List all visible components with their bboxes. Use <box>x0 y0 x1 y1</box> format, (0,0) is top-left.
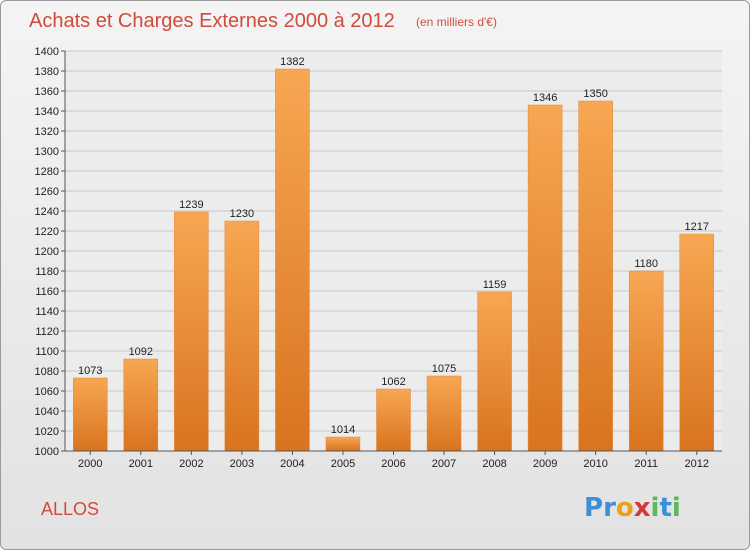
bar-2011 <box>628 270 664 452</box>
y-tick-label: 1180 <box>35 266 59 278</box>
value-label-2008: 1159 <box>483 279 507 291</box>
x-tick-label-2011: 2011 <box>634 458 658 470</box>
bars <box>73 68 714 452</box>
bar-2004 <box>275 68 310 452</box>
x-tick-label-2012: 2012 <box>684 458 708 470</box>
y-tick-label: 1100 <box>35 346 59 358</box>
bar-2012 <box>679 233 714 452</box>
y-tick-label: 1060 <box>35 386 59 398</box>
x-tick-label-2001: 2001 <box>129 458 153 470</box>
bar-2000 <box>73 377 108 452</box>
x-tick-label-2004: 2004 <box>280 458 304 470</box>
value-label-2007: 1075 <box>432 363 456 375</box>
x-tick-label-2000: 2000 <box>78 458 102 470</box>
bar-2007 <box>426 375 462 452</box>
logo-letter: t <box>659 493 671 523</box>
x-tick-label-2006: 2006 <box>381 458 405 470</box>
value-label-2001: 1092 <box>129 346 153 358</box>
y-tick-label: 1120 <box>35 326 59 338</box>
chart-subtitle: (en milliers d'€) <box>416 15 497 29</box>
value-label-2005: 1014 <box>331 424 355 436</box>
value-label-2002: 1239 <box>179 199 203 211</box>
y-tick-label: 1380 <box>35 66 59 78</box>
chart-title: Achats et Charges Externes 2000 à 2012 <box>29 10 395 32</box>
y-axis-ticks: 1000 1020 1040 1060 1080 1100 1120 1140 1160 1180… <box>35 46 65 458</box>
bar-2002 <box>174 211 209 452</box>
logo-letter: o <box>616 493 634 523</box>
value-labels: 1073 1092 1239 1230 1382 1014 1062 1075 1159 1346… <box>78 56 709 436</box>
y-tick-label: 1040 <box>35 406 59 418</box>
x-axis-labels: 2000 2001 2002 2003 2004 2005 2006 2007 2008 2009… <box>78 451 709 470</box>
y-tick-label: 1300 <box>35 146 59 158</box>
x-tick-label-2003: 2003 <box>230 458 254 470</box>
bar-2005 <box>325 436 361 452</box>
x-tick-label-2008: 2008 <box>482 458 506 470</box>
value-label-2010: 1350 <box>583 88 607 100</box>
y-tick-label: 1340 <box>35 106 59 118</box>
logo-letter: i <box>651 493 660 523</box>
y-tick-label: 1280 <box>35 166 59 178</box>
value-label-2004: 1382 <box>280 56 304 68</box>
y-tick-label: 1320 <box>35 126 59 138</box>
y-tick-label: 1220 <box>35 226 59 238</box>
y-tick-label: 1260 <box>35 186 59 198</box>
y-tick-label: 1240 <box>35 206 59 218</box>
x-tick-label-2007: 2007 <box>432 458 456 470</box>
bar-2008 <box>477 291 512 452</box>
value-label-2003: 1230 <box>230 208 254 220</box>
value-label-2009: 1346 <box>533 92 557 104</box>
proxiti-logo: Proxiti <box>584 493 681 523</box>
y-tick-label: 1400 <box>35 46 59 58</box>
commune-name: ALLOS <box>41 499 99 519</box>
bar-2003 <box>224 220 260 452</box>
y-tick-label: 1080 <box>35 366 59 378</box>
x-tick-label-2005: 2005 <box>331 458 355 470</box>
x-tick-label-2010: 2010 <box>583 458 607 470</box>
y-tick-label: 1140 <box>35 306 59 318</box>
value-label-2011: 1180 <box>634 258 658 270</box>
value-label-2012: 1217 <box>684 221 708 233</box>
value-label-2000: 1073 <box>78 365 102 377</box>
logo-letter: r <box>603 493 616 523</box>
y-tick-label: 1020 <box>35 426 59 438</box>
logo-letter: P <box>584 493 603 523</box>
x-tick-label-2009: 2009 <box>533 458 557 470</box>
logo-letter: i <box>672 493 681 523</box>
logo-letter: x <box>634 493 651 523</box>
x-tick-label-2002: 2002 <box>179 458 203 470</box>
bar-2001 <box>123 358 159 452</box>
y-tick-label: 1200 <box>35 246 59 258</box>
y-tick-label: 1000 <box>35 446 59 458</box>
bar-2010 <box>578 100 613 452</box>
bar-2006 <box>376 388 411 452</box>
y-tick-label: 1360 <box>35 86 59 98</box>
bar-2009 <box>527 104 563 452</box>
y-tick-label: 1160 <box>35 286 59 298</box>
value-label-2006: 1062 <box>381 376 405 388</box>
